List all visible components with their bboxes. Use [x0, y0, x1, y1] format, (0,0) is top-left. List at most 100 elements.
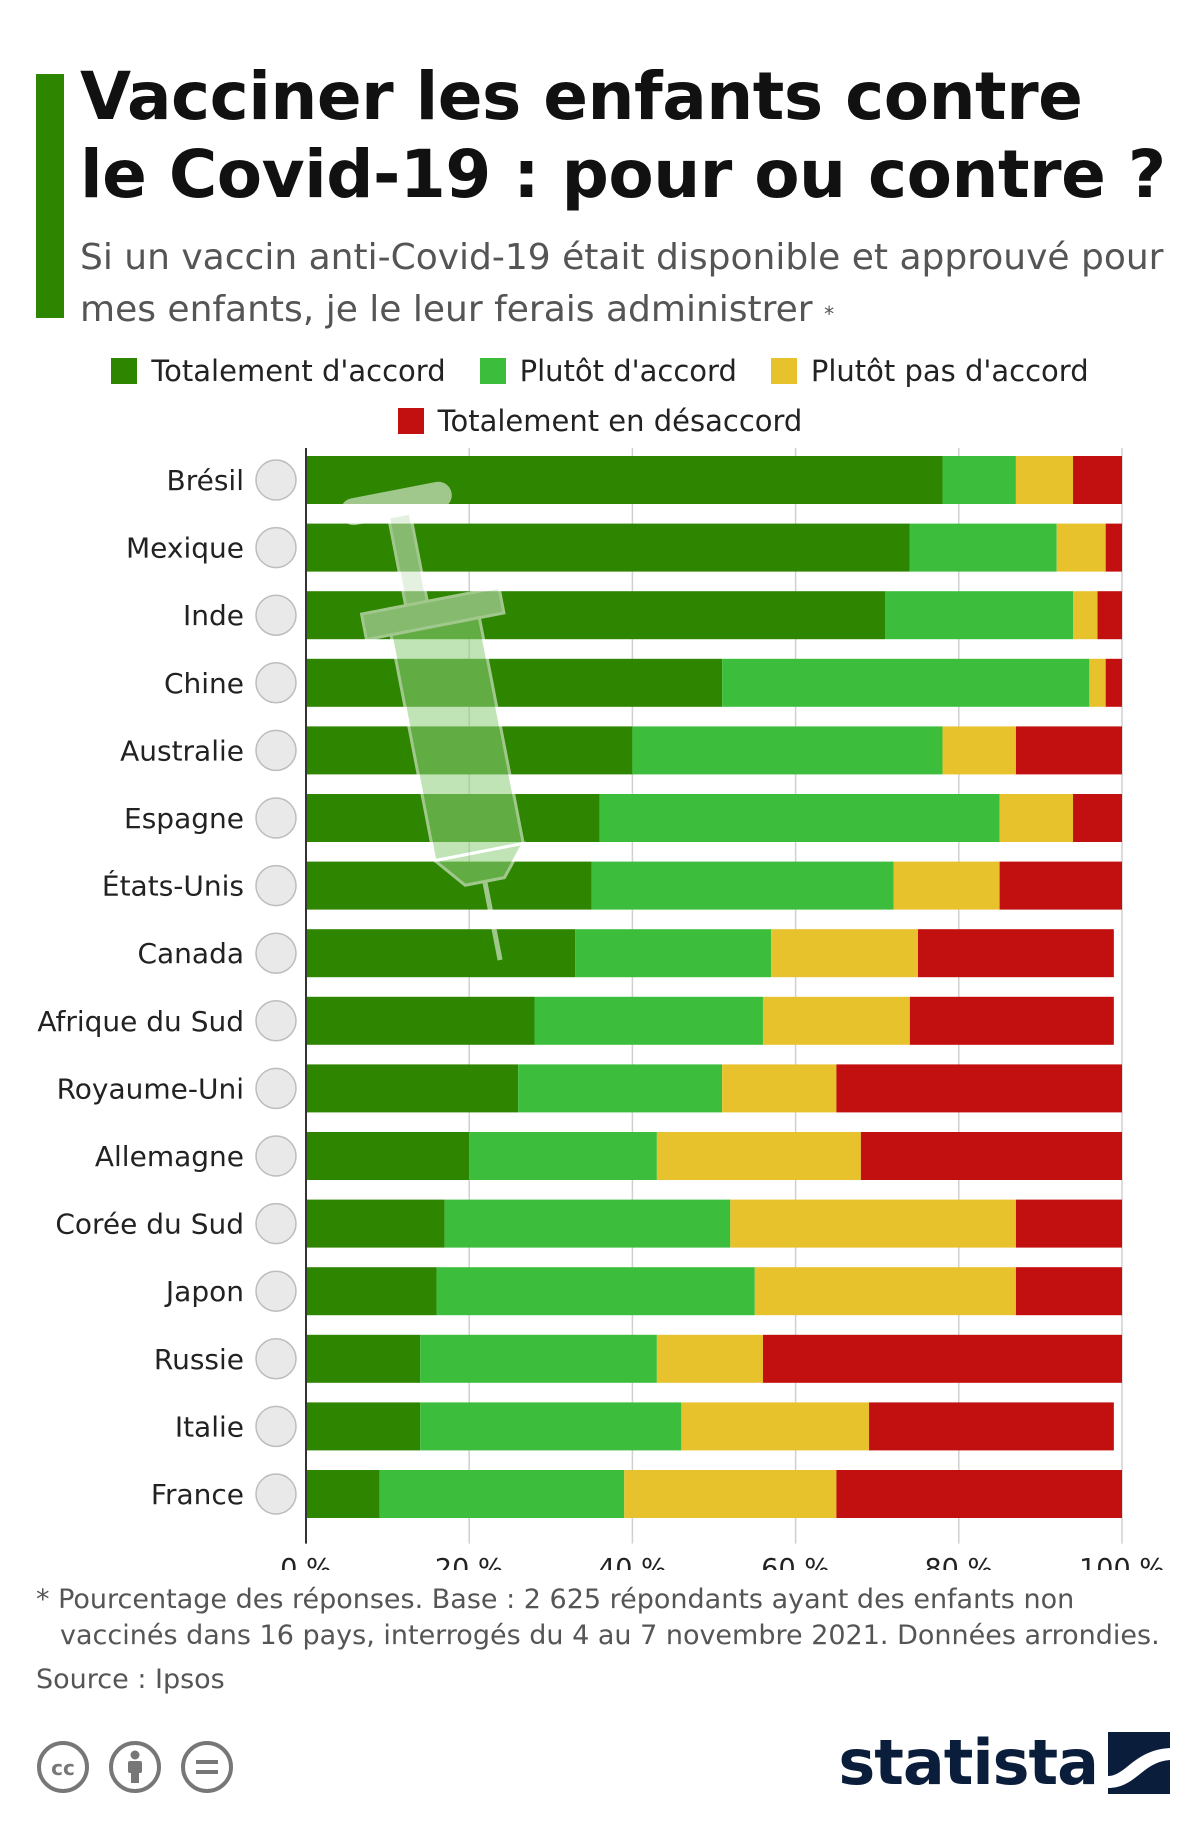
bar-segment-2: [420, 1402, 682, 1451]
flag-icon: [255, 1067, 297, 1110]
flag-icon: [255, 797, 297, 839]
bar-segment-4: [1105, 658, 1122, 707]
source-credit: Source : Ipsos: [36, 1664, 225, 1695]
bar-segment-4: [860, 1132, 1122, 1180]
subtitle-text: Si un vaccin anti-Covid-19 était disponi…: [80, 237, 1164, 330]
legend-row-2: Totalement en désaccord: [0, 396, 1200, 446]
flag-icon: [255, 1270, 297, 1312]
legend-label: Plutôt pas d'accord: [810, 354, 1089, 388]
category-label: Chine: [164, 667, 244, 700]
licence-icons: cc: [36, 1740, 234, 1794]
legend-label: Totalement d'accord: [151, 354, 446, 388]
legend-label: Plutôt d'accord: [519, 354, 737, 388]
bar-segment-1: [306, 1199, 445, 1248]
bar-segment-4: [836, 1064, 1122, 1113]
bar-segment-2: [885, 591, 1074, 640]
syringe-illustration: [340, 481, 527, 961]
legend-swatch: [397, 408, 424, 434]
bar-segment-2: [379, 1470, 625, 1518]
bar-segment-3: [624, 1470, 837, 1518]
bar-segment-1: [306, 1334, 421, 1383]
bar-segment-3: [771, 929, 918, 978]
bar-segment-2: [444, 1199, 731, 1248]
x-tick-label: 80 %: [924, 1554, 993, 1570]
bar-segment-4: [1015, 1267, 1122, 1316]
legend-row-1: Totalement d'accord Plutôt d'accord Plut…: [0, 346, 1200, 396]
x-tick-label: 40 %: [598, 1554, 667, 1570]
flag-icon: [255, 526, 297, 569]
footnote: * Pourcentage des réponses. Base : 2 625…: [36, 1582, 1176, 1654]
flag-icon: [255, 459, 297, 501]
category-label: Corée du Sud: [55, 1208, 244, 1241]
bar-segment-4: [836, 1470, 1122, 1518]
cc-icon[interactable]: cc: [36, 1740, 90, 1794]
flag-icon: [255, 1338, 297, 1380]
attribution-icon[interactable]: [108, 1740, 162, 1794]
bar-segment-1: [306, 1267, 437, 1316]
bar-segment-2: [518, 1064, 723, 1113]
x-tick-label: 60 %: [761, 1554, 830, 1570]
category-label: Brésil: [167, 464, 244, 497]
flag-icon: [255, 864, 297, 907]
bar-segment-2: [591, 861, 894, 910]
flag-icon: [255, 1000, 297, 1042]
bar-segment-2: [436, 1267, 755, 1316]
syringe-part: [431, 841, 527, 887]
bar-segment-4: [762, 1334, 1122, 1383]
bar-segment-3: [681, 1402, 870, 1451]
category-label: Inde: [183, 599, 244, 632]
bar-segment-2: [909, 523, 1057, 572]
chart-subtitle: Si un vaccin anti-Covid-19 était disponi…: [80, 232, 1190, 336]
legend-item-strongly-disagree: Totalement en désaccord: [397, 404, 803, 438]
bar-segment-4: [1097, 591, 1122, 640]
bar-segment-1: [306, 1132, 470, 1180]
category-label: Australie: [120, 734, 244, 767]
bar-segment-4: [1073, 794, 1122, 842]
bar-segment-2: [632, 726, 943, 775]
bar-segment-3: [1015, 456, 1074, 504]
category-label: Japon: [164, 1275, 244, 1308]
bar-segment-1: [306, 929, 576, 978]
bar-segment-2: [599, 794, 1000, 842]
bar-segment-2: [942, 456, 1016, 504]
bar-segment-4: [1015, 1199, 1122, 1248]
chart-title: Vacciner les enfants contre le Covid-19 …: [80, 58, 1166, 213]
legend-swatch: [111, 358, 138, 384]
category-label: États-Unis: [102, 869, 244, 903]
flag-icon: [255, 1405, 297, 1448]
bar-segment-2: [534, 996, 763, 1045]
flag-icon: [255, 594, 297, 636]
bar-segment-1: [306, 996, 535, 1045]
bar-segment-2: [722, 658, 1090, 707]
no-derivatives-icon[interactable]: [180, 1740, 234, 1794]
flag-icon: [255, 662, 297, 704]
syringe-part: [482, 880, 503, 961]
statista-wave-icon: [1108, 1731, 1170, 1794]
bar-segment-3: [656, 1132, 861, 1180]
bar-segment-4: [869, 1402, 1114, 1451]
category-label: Espagne: [124, 802, 244, 835]
bar-segment-3: [893, 861, 1000, 910]
subtitle-footnote-marker: *: [824, 302, 835, 326]
statista-logo[interactable]: statista: [838, 1726, 1170, 1799]
legend-swatch: [479, 358, 506, 384]
flag-icon: [255, 729, 297, 772]
legend-label: Totalement en désaccord: [437, 404, 803, 438]
bar-segment-1: [306, 658, 723, 707]
bar-segment-3: [1089, 658, 1106, 707]
bar-segment-3: [1073, 591, 1098, 640]
bar-segment-3: [1056, 523, 1106, 572]
bar-segment-3: [999, 794, 1074, 842]
bar-segment-3: [656, 1334, 763, 1383]
svg-text:cc: cc: [51, 1756, 75, 1780]
x-tick-label: 0 %: [280, 1554, 331, 1570]
bar-segment-2: [420, 1334, 657, 1383]
brand-name: statista: [838, 1726, 1099, 1799]
x-tick-label: 20 %: [435, 1554, 504, 1570]
legend: Totalement d'accord Plutôt d'accord Plut…: [0, 346, 1200, 446]
flag-icon: [255, 932, 297, 974]
flag-icon: [255, 1202, 297, 1245]
category-label: Afrique du Sud: [37, 1005, 244, 1038]
bar-segment-3: [942, 726, 1016, 775]
footnote-line-2: vaccinés dans 16 pays, interrogés du 4 a…: [60, 1620, 1160, 1651]
